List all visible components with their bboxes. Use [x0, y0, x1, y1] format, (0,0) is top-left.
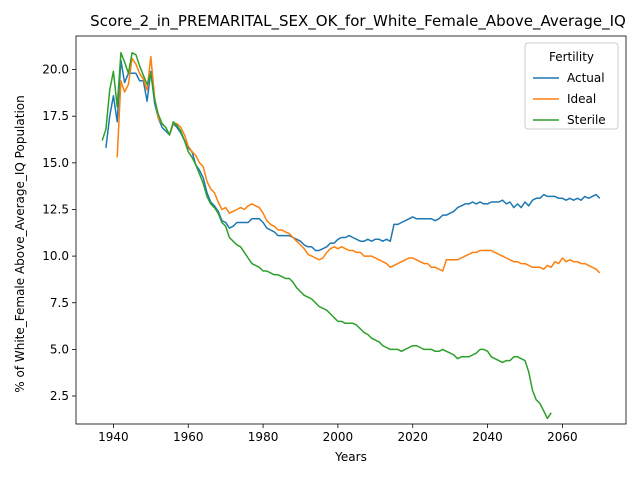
x-tick-label: 2020: [397, 430, 428, 444]
x-axis-label: Years: [334, 450, 367, 464]
legend-label-ideal: Ideal: [567, 92, 596, 106]
x-tick-label: 2000: [323, 430, 354, 444]
chart-title: Score_2_in_PREMARITAL_SEX_OK_for_White_F…: [90, 12, 626, 31]
y-tick-label: 7.5: [50, 296, 69, 310]
series-line-actual: [105, 59, 601, 252]
x-tick-label: 1960: [173, 430, 204, 444]
x-tick-label: 2040: [472, 430, 503, 444]
legend-label-sterile: Sterile: [567, 113, 606, 127]
y-tick-label: 20.0: [42, 63, 69, 77]
series-line-ideal: [116, 55, 601, 274]
legend: Fertility Actual Ideal Sterile: [524, 42, 619, 130]
legend-box: [524, 42, 619, 130]
axes-frame: [75, 35, 627, 425]
y-tick-label: 17.5: [42, 109, 69, 123]
y-tick-label: 12.5: [42, 202, 69, 216]
y-tick-label: 2.5: [50, 389, 69, 403]
series-line-sterile: [101, 52, 552, 420]
x-tick-label: 2060: [547, 430, 578, 444]
plot-area: 1940 1960 1980 2000 2020 2040 2060 2.5 5.0 7.5 10.…: [42, 35, 627, 444]
x-tick-label: 1940: [98, 430, 129, 444]
legend-title: Fertility: [549, 50, 594, 64]
y-axis-label: % of White_Female Above_Average_IQ Popul…: [13, 95, 27, 392]
x-tick-label: 1980: [248, 430, 279, 444]
y-tick-label: 10.0: [42, 249, 69, 263]
legend-label-actual: Actual: [567, 71, 605, 85]
y-tick-label: 15.0: [42, 156, 69, 170]
y-tick-label: 5.0: [50, 342, 69, 356]
